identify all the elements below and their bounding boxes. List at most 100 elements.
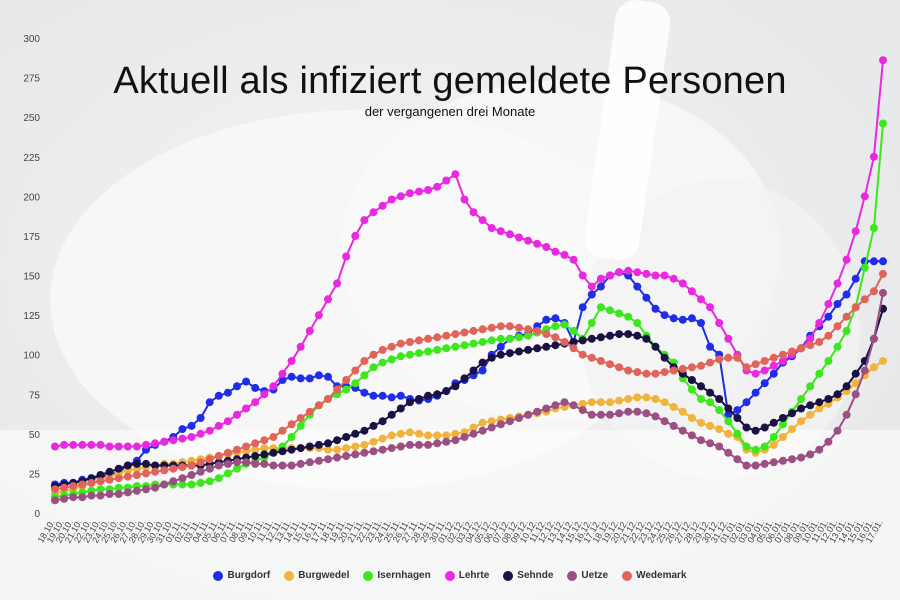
data-point (624, 395, 633, 403)
data-point (223, 417, 232, 426)
data-point (96, 477, 105, 486)
data-point (569, 255, 578, 264)
legend-label: Isernhagen (377, 570, 431, 581)
data-point (451, 342, 460, 351)
data-point (314, 456, 323, 465)
data-point (205, 477, 214, 486)
data-point (751, 360, 760, 369)
data-point (142, 459, 150, 468)
data-point (369, 421, 378, 430)
data-point (424, 347, 433, 356)
data-point (551, 333, 560, 342)
data-point (69, 440, 78, 449)
data-point (296, 444, 305, 453)
data-point (278, 447, 287, 456)
data-point (869, 363, 878, 372)
data-point (851, 303, 860, 312)
series-uetze (51, 288, 887, 505)
data-point (223, 448, 232, 457)
data-point (797, 344, 806, 353)
data-point (706, 388, 715, 397)
data-point (433, 345, 442, 354)
data-point (606, 360, 614, 369)
data-point (833, 322, 842, 331)
data-point (824, 395, 833, 403)
legend-label: Wedemark (636, 570, 687, 581)
data-point (169, 464, 178, 473)
data-point (251, 398, 260, 407)
data-point (551, 401, 560, 410)
data-point (596, 410, 605, 419)
legend-marker (567, 570, 578, 581)
data-point (451, 382, 460, 391)
data-point (596, 357, 605, 365)
data-point (287, 420, 296, 429)
data-point (788, 409, 796, 418)
data-point (551, 247, 560, 256)
data-point (242, 442, 251, 451)
data-point (214, 474, 223, 483)
data-point (851, 369, 860, 378)
data-point (769, 361, 778, 370)
data-point (669, 314, 678, 323)
data-point (496, 322, 505, 331)
data-point (369, 447, 378, 456)
data-point (815, 319, 824, 327)
legend-item: Wedemark (622, 570, 687, 581)
data-point (169, 477, 178, 486)
data-point (242, 404, 251, 413)
data-point (396, 352, 405, 361)
data-point (87, 478, 96, 487)
data-point (678, 426, 687, 435)
data-point (469, 429, 478, 438)
data-point (369, 437, 378, 446)
data-point (560, 398, 569, 407)
data-point (678, 315, 687, 324)
data-point (815, 404, 824, 413)
data-point (515, 233, 523, 242)
data-point (314, 401, 323, 410)
y-tick-label: 225 (23, 153, 40, 164)
data-point (405, 428, 414, 437)
legend-marker (363, 570, 374, 581)
data-point (769, 458, 778, 467)
data-point (715, 319, 724, 327)
data-point (342, 385, 351, 394)
data-point (160, 466, 169, 475)
series-lehrte (51, 56, 887, 451)
data-point (815, 445, 824, 454)
data-point (314, 311, 323, 320)
data-point (415, 429, 423, 438)
data-point (879, 357, 887, 365)
data-point (697, 319, 705, 327)
y-tick-label: 100 (23, 351, 40, 362)
data-point (706, 421, 715, 430)
data-point (879, 119, 887, 128)
data-point (396, 404, 405, 413)
data-point (60, 494, 69, 503)
data-point (178, 474, 187, 483)
legend-marker (284, 570, 295, 581)
series-line (54, 273, 884, 491)
data-point (69, 482, 78, 491)
data-point (524, 410, 533, 419)
data-point (678, 364, 687, 373)
chart-legend: Burgdorf Burgwedel Isernhagen Lehrte Sehnde U… (0, 570, 900, 581)
data-point (660, 368, 669, 377)
data-point (578, 336, 587, 345)
data-point (578, 406, 587, 415)
data-point (687, 287, 696, 296)
data-point (669, 402, 678, 411)
data-point (715, 442, 724, 451)
data-point (615, 409, 624, 418)
data-point (724, 410, 733, 419)
data-point (396, 192, 405, 201)
data-point (769, 418, 778, 427)
data-point (160, 437, 169, 446)
data-point (551, 322, 560, 331)
y-tick-label: 175 (23, 232, 40, 243)
data-point (324, 439, 332, 448)
data-point (478, 426, 487, 435)
data-point (687, 314, 696, 323)
data-point (378, 201, 387, 210)
